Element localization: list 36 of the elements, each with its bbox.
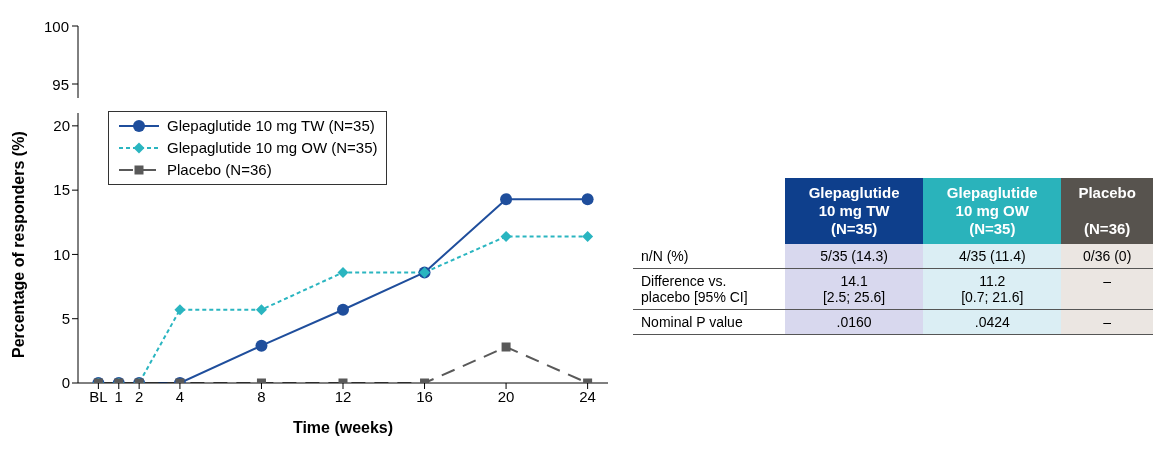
y-tick-label: 10 xyxy=(53,245,70,263)
legend-label: Glepaglutide 10 mg TW (N=35) xyxy=(167,116,375,136)
y-tick-label: 15 xyxy=(53,181,70,199)
y-axis-title: Percentage of responders (%) xyxy=(9,131,27,358)
x-tick-label: BL xyxy=(89,387,108,405)
x-tick-label: 1 xyxy=(114,387,123,405)
text: 95 xyxy=(52,75,69,93)
legend-label: Placebo (N=36) xyxy=(167,160,272,180)
x-tick-label: 4 xyxy=(175,387,185,405)
text: .0160 xyxy=(836,314,872,330)
text: 14.1 [2.5; 25.6] xyxy=(822,273,886,305)
text: 0/36 (0) xyxy=(1083,248,1132,264)
x-axis-title: Time (weeks) xyxy=(292,419,394,436)
y-tick-label: 0 xyxy=(61,374,70,392)
x-tick-label: 12 xyxy=(334,387,352,405)
x-tick-label: 16 xyxy=(416,387,433,405)
category-label: Glepaglutide 10 mg OW (N=35) xyxy=(923,178,1062,244)
category-label: Glepaglutide 10 mg TW (N=35) xyxy=(785,178,924,244)
text: – xyxy=(1103,273,1112,289)
x-tick-label: 20 xyxy=(497,387,515,405)
x-tick-label: 24 xyxy=(579,387,596,405)
text: – xyxy=(1103,314,1112,330)
y-tick-label: 5 xyxy=(61,310,70,328)
x-tick-label: 8 xyxy=(257,387,266,405)
category-label: Placebo (N=36) xyxy=(1078,184,1136,237)
y-tick-label: 20 xyxy=(53,117,70,135)
text: .0424 xyxy=(974,314,1010,330)
text: 5/35 (14.3) xyxy=(820,248,888,264)
category-label: Difference vs. placebo [95% CI] xyxy=(641,273,748,305)
text: 11.2 [0.7; 21.6] xyxy=(961,273,1024,305)
text: 100 xyxy=(43,17,69,35)
category-label: n/N (%) xyxy=(641,248,689,264)
text: 4/35 (11.4) xyxy=(958,248,1026,264)
category-label: Nominal P value xyxy=(641,314,743,330)
legend-label: Glepaglutide 10 mg OW (N=35) xyxy=(167,138,378,158)
x-tick-label: 2 xyxy=(134,387,144,405)
